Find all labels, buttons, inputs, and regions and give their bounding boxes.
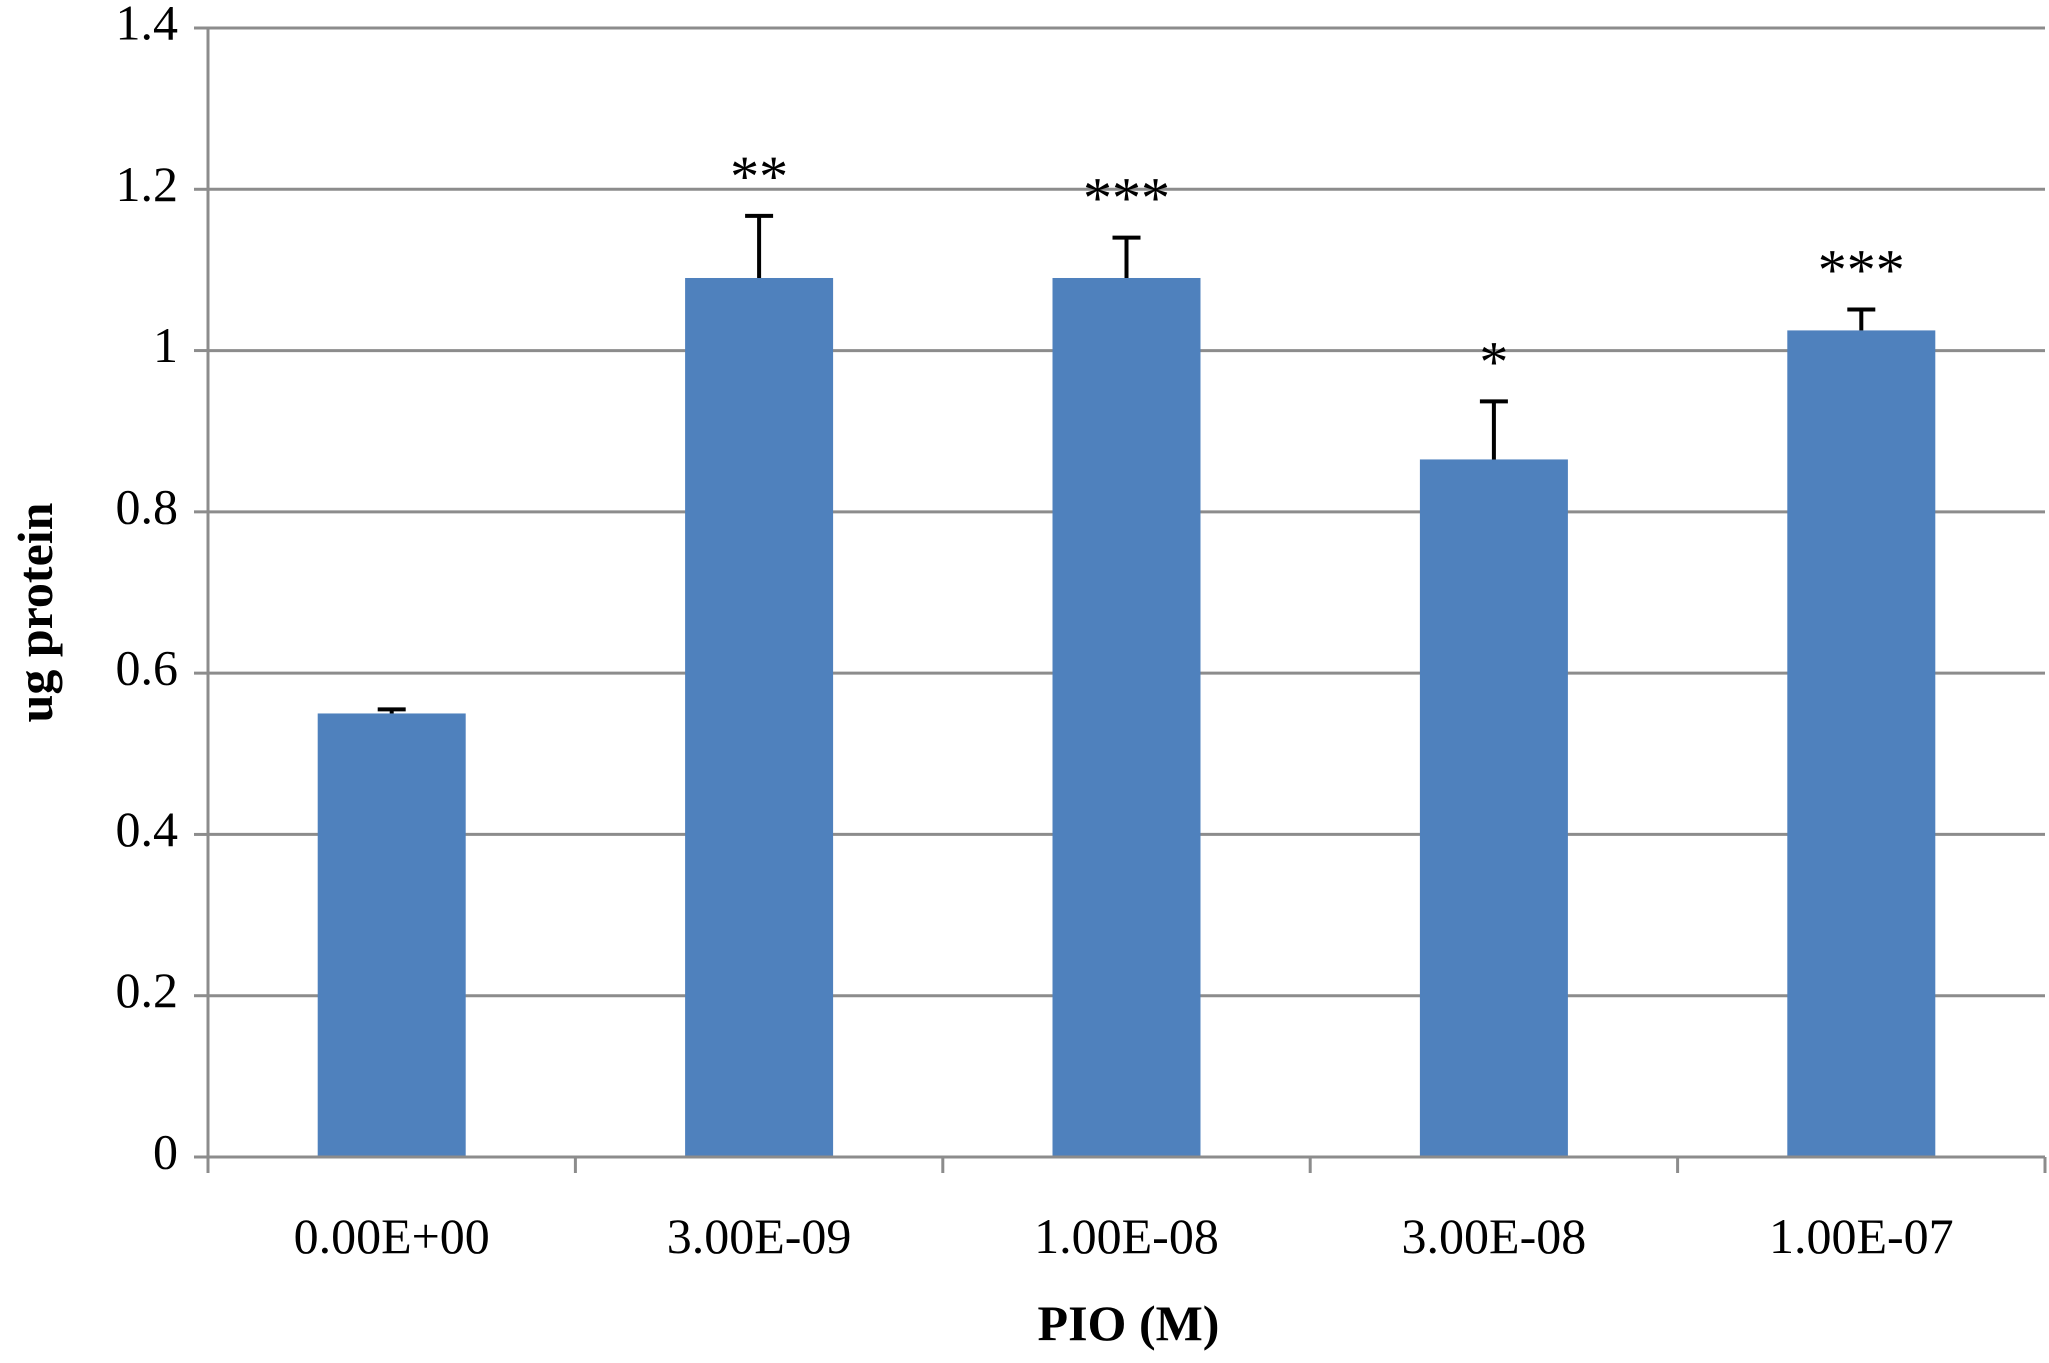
y-tick-label: 0.4 — [116, 801, 179, 857]
significance-label: *** — [1083, 166, 1170, 231]
x-axis-title: PIO (M) — [1038, 1295, 1220, 1351]
bar — [317, 713, 466, 1157]
bar — [1787, 330, 1936, 1157]
x-tick-label: 3.00E-09 — [667, 1208, 852, 1264]
error-bar — [1479, 399, 1508, 460]
error-bar — [377, 707, 406, 714]
x-tick-label: 3.00E-08 — [1402, 1208, 1587, 1264]
y-tick-labels: 0 0.2 0.4 0.6 0.8 1 1.2 1.4 — [116, 0, 179, 1179]
x-tick-label: 0.00E+00 — [294, 1208, 490, 1264]
y-tick-label: 0 — [153, 1123, 178, 1179]
y-tick-label: 0.8 — [116, 478, 179, 534]
y-tick-label: 1.4 — [116, 0, 179, 50]
significance-labels: ** ******* — [730, 144, 1905, 394]
y-tick-label: 0.2 — [116, 962, 179, 1018]
error-bar — [745, 213, 774, 278]
axes — [194, 26, 2047, 1173]
significance-label: *** — [1818, 237, 1905, 302]
bar — [1052, 277, 1201, 1157]
bar — [1419, 459, 1568, 1157]
x-tick-label: 1.00E-07 — [1769, 1208, 1954, 1264]
x-tick-labels: 0.00E+00 3.00E-09 1.00E-08 3.00E-08 1.00E-07 — [294, 1208, 1954, 1264]
y-axis-title: ug protein — [7, 502, 63, 722]
error-bars — [377, 213, 1876, 714]
significance-label: ** — [730, 144, 788, 209]
y-tick-label: 0.6 — [116, 640, 179, 696]
error-bar — [1112, 235, 1141, 278]
bar — [685, 277, 834, 1157]
bars — [317, 277, 1936, 1157]
x-tick-label: 1.00E-08 — [1034, 1208, 1219, 1264]
significance-label: * — [1479, 329, 1508, 394]
error-bar — [1847, 307, 1876, 331]
y-tick-label: 1 — [153, 317, 178, 373]
y-tick-label: 1.2 — [116, 156, 179, 212]
